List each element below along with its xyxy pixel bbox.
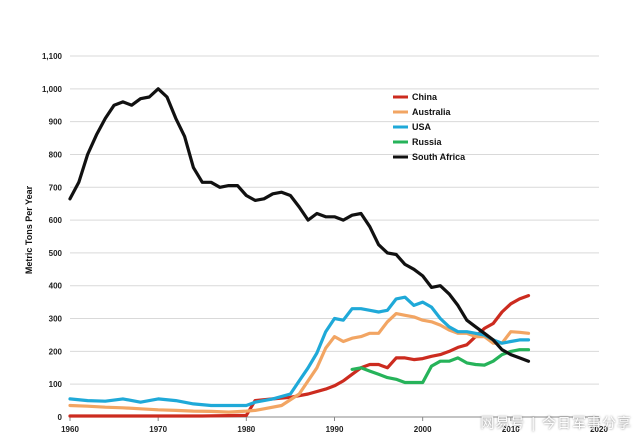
y-tick-label: 1,100: [42, 52, 63, 61]
x-axis-ticks: 1960 1970 1980 1990 2000 2010 2020: [61, 417, 608, 434]
legend-label-australia: Australia: [412, 107, 452, 117]
y-tick-label: 1,000: [42, 85, 63, 94]
y-axis-label: Metric Tons Per Year: [24, 185, 34, 274]
y-tick-label: 600: [49, 216, 63, 225]
series-line-australia: [68, 312, 531, 414]
y-tick-label: 400: [49, 282, 63, 291]
series-line-russia: [350, 348, 531, 385]
y-tick-label: 300: [49, 315, 63, 324]
watermark: 网易号 | 今日军事分享: [480, 416, 632, 432]
y-tick-label: 500: [49, 249, 63, 258]
gridlines: [70, 55, 599, 385]
legend: China Australia USA Russia South Africa: [393, 92, 466, 162]
legend-label-china: China: [412, 92, 438, 102]
x-tick-label: 1980: [237, 425, 255, 434]
y-axis-ticks: 0 100 200 300 400 500 600 700 800 900 1,000 1,100: [42, 52, 63, 422]
legend-label-russia: Russia: [412, 137, 443, 147]
y-tick-label: 800: [49, 150, 63, 159]
series-line-usa: [68, 295, 531, 408]
legend-label-usa: USA: [412, 122, 432, 132]
x-tick-label: 1990: [326, 425, 344, 434]
x-tick-label: 1960: [61, 425, 79, 434]
legend-label-south-africa: South Africa: [412, 152, 466, 162]
x-tick-label: 2000: [414, 425, 432, 434]
y-tick-label: 200: [49, 347, 63, 356]
x-tick-label: 2020: [590, 425, 608, 434]
y-tick-label: 100: [49, 380, 63, 389]
series-lines: [68, 87, 531, 418]
y-tick-label: 900: [49, 118, 63, 127]
x-tick-label: 2010: [502, 425, 520, 434]
x-tick-label: 1970: [149, 425, 167, 434]
series-line-china: [68, 294, 531, 418]
y-tick-label: 0: [58, 413, 63, 422]
series-line-south-africa: [68, 87, 531, 363]
y-tick-label: 700: [49, 183, 63, 192]
